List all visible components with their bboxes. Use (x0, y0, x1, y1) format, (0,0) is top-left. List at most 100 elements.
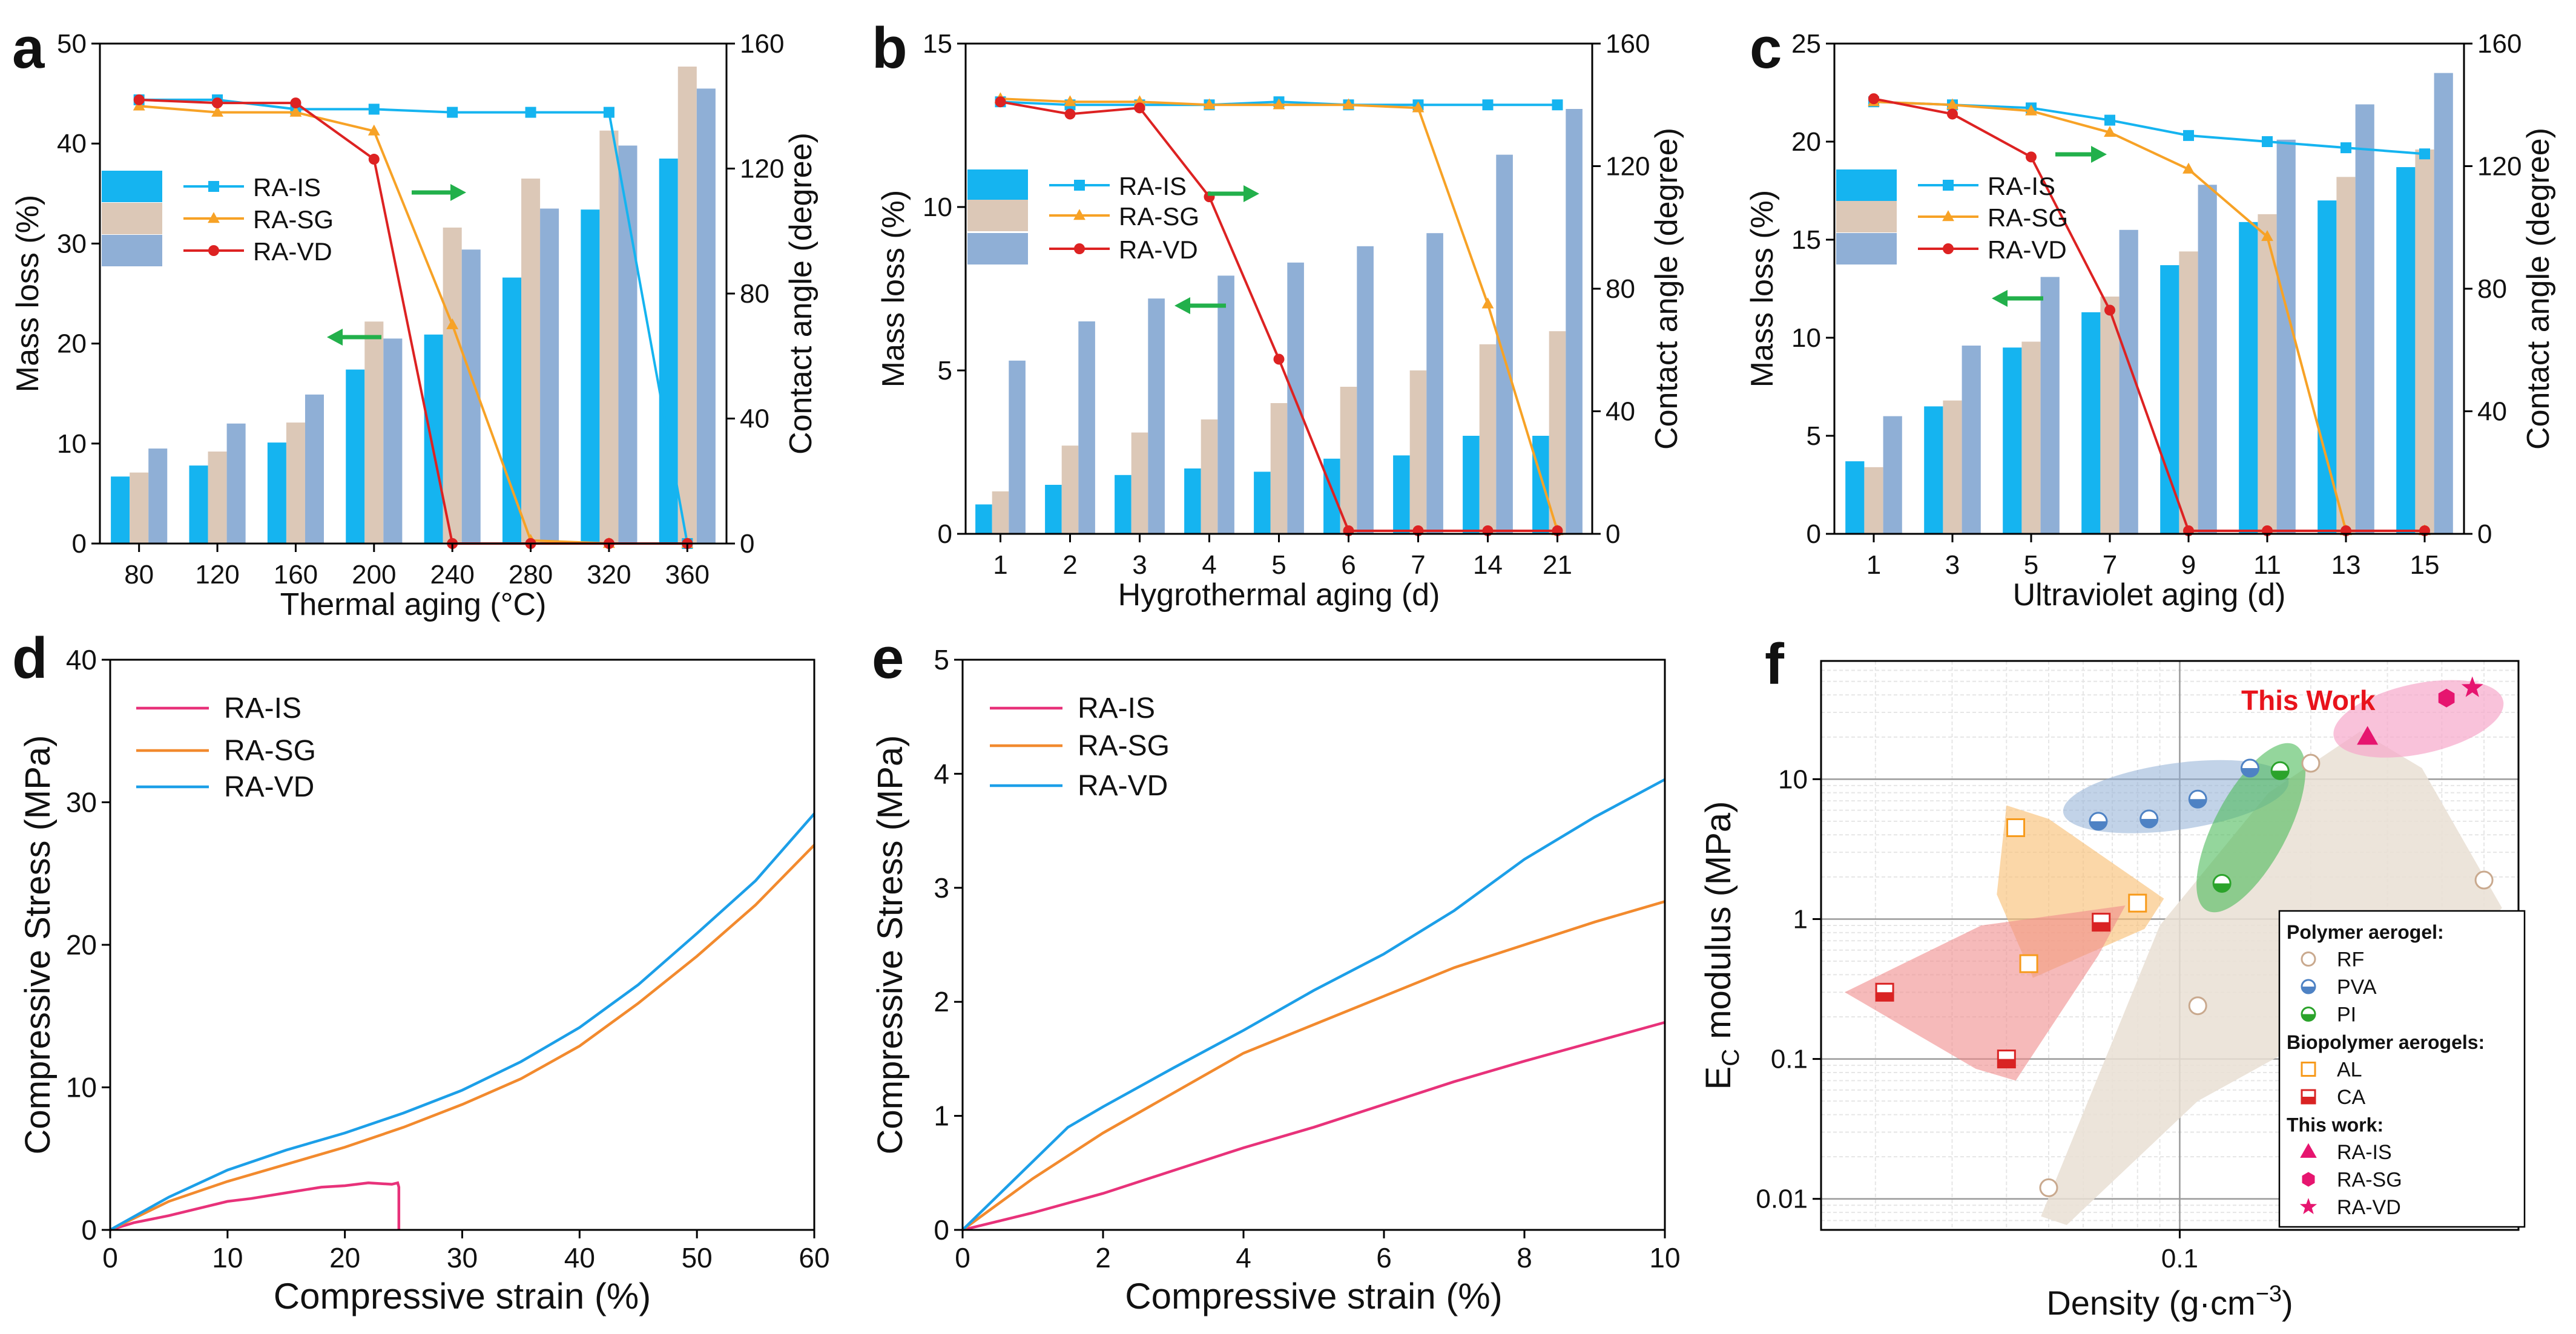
legend-bar-swatch (967, 169, 1028, 201)
x-tick-label: 4 (1202, 550, 1216, 580)
x-tick-label: 21 (1543, 550, 1572, 580)
bar-ra-is (1532, 436, 1549, 534)
bar-ra-vd (696, 88, 716, 544)
x-axis-label-main: Density (g·cm (2046, 1284, 2255, 1322)
line-ra-vd (1873, 97, 2425, 532)
x-axis-label: Hygrothermal aging (d) (1118, 577, 1440, 613)
y2-tick-label: 0 (1606, 519, 1620, 549)
legend-label: RA-VD (2337, 1196, 2401, 1219)
y-tick-label: 25 (1791, 29, 1821, 59)
bar-ra-sg (1340, 387, 1357, 534)
point-rf (2039, 1178, 2058, 1197)
point-ra-is (603, 107, 614, 118)
x-tick-label: 0.1 (2161, 1244, 2198, 1273)
y-tick-label: 1 (934, 1100, 949, 1132)
line-ra-is (139, 98, 689, 544)
y-tick-label: 40 (57, 129, 87, 159)
point-ra-is (2183, 130, 2194, 141)
bar-ra-vd (2276, 139, 2296, 534)
y2-axis-label: Contact angle (degree) (1649, 128, 1684, 450)
line-ra-is (962, 1020, 1665, 1232)
x-axis-label: Compressive strain (%) (274, 1276, 651, 1316)
bar-ra-sg (2179, 251, 2198, 534)
y-tick-label: 30 (66, 787, 97, 818)
panel-e: 0 2 4 6 8 10 0 1 2 3 4 5 Compressive strain (%) Compr… (871, 626, 1681, 1316)
x-axis-label: Thermal aging (°C) (280, 587, 547, 622)
bar-ra-vd (148, 448, 168, 544)
this-work-annotation: This Work (2241, 685, 2376, 716)
legend-marker-fill (2302, 987, 2315, 993)
point-pva-fill (2241, 768, 2259, 777)
point-ra-vd (133, 94, 145, 105)
point-ra-sg (211, 105, 223, 117)
y-tick-label: 50 (57, 29, 87, 59)
legend-box (2278, 910, 2526, 1228)
point-rf (2188, 996, 2207, 1016)
legend-marker (2300, 1143, 2317, 1158)
bar-ra-is (1323, 458, 1340, 534)
y-axis-label-end: modulus (MPa) (1699, 801, 1738, 1049)
panel-f: 0.1 0.01 0.1 1 10 Density (g·cm−3) EC modulus … (1699, 632, 2526, 1322)
bar-ra-sg (521, 179, 541, 544)
point-al (2006, 818, 2026, 837)
point-ra-vd (368, 154, 380, 165)
x-tick-label: 11 (2253, 550, 2281, 580)
line-ra-sg (110, 844, 815, 1232)
rf-region (2041, 731, 2502, 1225)
y2-tick-label: 80 (2477, 274, 2507, 304)
x-tick-label: 14 (1473, 550, 1503, 580)
point-pva-fill (2140, 818, 2158, 827)
bar-ra-is (975, 504, 992, 534)
x-tick-label: 3 (1132, 550, 1147, 580)
x-axis-label: Ultraviolet aging (d) (2013, 577, 2286, 613)
bar-ra-vd (1217, 275, 1234, 534)
y2-tick-label: 120 (1606, 152, 1650, 182)
bar-ra-is (1045, 485, 1062, 534)
panel-letter: b (872, 16, 908, 80)
bar-ra-is (1115, 475, 1132, 534)
legend-label: RA-IS (224, 692, 301, 724)
point-ra-vd (1868, 93, 1879, 105)
x-axis-label: Density (g·cm−3) (2046, 1281, 2293, 1322)
bar-ra-is (346, 369, 365, 544)
bar-ra-sg (599, 130, 619, 544)
legend-bar-swatch (967, 233, 1028, 264)
y-tick-label: 0 (938, 519, 952, 549)
bar-ra-is (2081, 312, 2101, 534)
point-ra-sg (2025, 104, 2037, 116)
bar-ra-sg (1479, 344, 1497, 534)
x-tick-label: 13 (2331, 550, 2361, 580)
point-ra-sg (2182, 162, 2195, 174)
bar-ra-sg (1549, 331, 1566, 534)
point-ra-sg (1412, 101, 1425, 113)
legend-label: RA-SG (2337, 1169, 2402, 1192)
y2-tick-label: 40 (1606, 397, 1635, 427)
panel-c: 1 3 5 7 9 11 13 15051015202504080120160Ultravio… (1745, 16, 2556, 613)
legend-label: RA-SG (1988, 203, 2068, 232)
y-tick-label: 20 (1791, 127, 1821, 157)
legend-label: CA (2337, 1086, 2366, 1109)
point-ra-is (2357, 726, 2379, 745)
point-ca-fill (2092, 922, 2110, 931)
y2-axis-label: Contact angle (degree) (2521, 128, 2556, 450)
bar-ra-vd (2355, 104, 2374, 534)
bar-ra-is (1393, 455, 1410, 534)
point-ra-vd (1273, 353, 1285, 365)
point-ra-vd (995, 96, 1006, 108)
panel-letter: a (12, 16, 45, 80)
x-tick-label: 160 (274, 560, 318, 590)
bar-ra-vd (618, 145, 637, 544)
y-tick-label: 15 (923, 29, 952, 59)
bar-ra-vd (226, 423, 246, 544)
bar-ra-vd (1566, 109, 1583, 534)
point-ra-sg (2104, 126, 2116, 137)
x-tick-label: 280 (509, 560, 553, 590)
x-tick-label: 6 (1376, 1242, 1392, 1273)
bar-ra-is (502, 277, 522, 544)
x-tick-label: 0 (102, 1242, 118, 1273)
panel-letter: d (12, 626, 48, 691)
legend-marker (1942, 210, 1954, 222)
point-ra-sg (1064, 95, 1076, 107)
bar-ra-vd (1426, 233, 1443, 534)
y-axis-label-sub: C (1718, 1049, 1744, 1066)
